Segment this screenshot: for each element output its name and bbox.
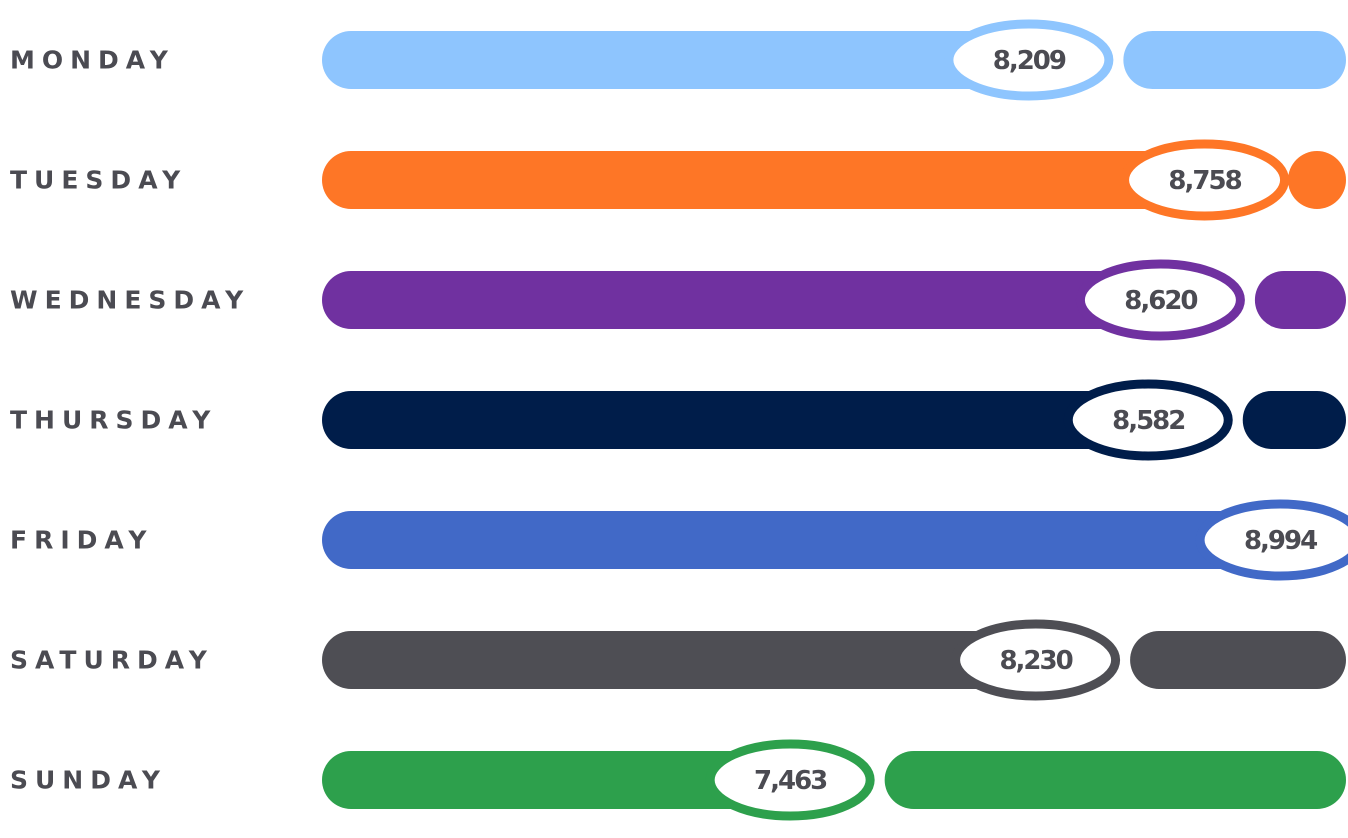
remainder-bar-monday (1123, 31, 1346, 89)
value-marker-sunday (705, 739, 875, 821)
value-marker-saturday (951, 619, 1121, 701)
remainder-bar-thursday (1242, 391, 1346, 449)
remainder-bar-wednesday (1254, 271, 1346, 329)
row-saturday: SATURDAY 8,230 (10, 619, 1346, 701)
value-label-sunday: 7,463 (754, 766, 827, 796)
value-label-wednesday: 8,620 (1124, 286, 1197, 316)
row-monday: MONDAY 8,209 (10, 19, 1346, 101)
remainder-bar-saturday (1130, 631, 1346, 689)
value-marker-wednesday (1075, 259, 1245, 341)
row-friday: FRIDAY 8,994 (10, 499, 1348, 581)
value-bar-sunday (322, 751, 791, 809)
remainder-bar-tuesday (1288, 151, 1346, 209)
value-marker-thursday (1063, 379, 1233, 461)
value-bar-thursday (322, 391, 1149, 449)
value-marker-friday (1195, 499, 1348, 581)
value-label-saturday: 8,230 (999, 646, 1072, 676)
day-label-wednesday: WEDNESDAY (10, 286, 250, 315)
day-label-thursday: THURSDAY (10, 406, 217, 435)
row-tuesday: TUESDAY 8,758 (10, 139, 1346, 221)
day-label-sunday: SUNDAY (10, 766, 167, 795)
row-wednesday: WEDNESDAY 8,620 (10, 259, 1346, 341)
value-label-thursday: 8,582 (1112, 406, 1184, 436)
day-label-tuesday: TUESDAY (10, 166, 187, 195)
row-thursday: THURSDAY 8,582 (10, 379, 1346, 461)
value-marker-monday (944, 19, 1114, 101)
value-label-tuesday: 8,758 (1168, 166, 1241, 196)
value-bar-tuesday (322, 151, 1205, 209)
row-sunday: SUNDAY 7,463 (10, 739, 1346, 821)
value-label-friday: 8,994 (1244, 526, 1317, 556)
value-bar-wednesday (322, 271, 1161, 329)
day-label-monday: MONDAY (10, 46, 175, 75)
value-bar-friday (322, 511, 1281, 569)
day-label-saturday: SATURDAY (10, 646, 214, 675)
remainder-bar-sunday (884, 751, 1346, 809)
value-bar-saturday (322, 631, 1036, 689)
day-label-friday: FRIDAY (10, 526, 153, 555)
value-bar-monday (322, 31, 1029, 89)
value-marker-tuesday (1120, 139, 1290, 221)
value-label-monday: 8,209 (993, 46, 1066, 76)
